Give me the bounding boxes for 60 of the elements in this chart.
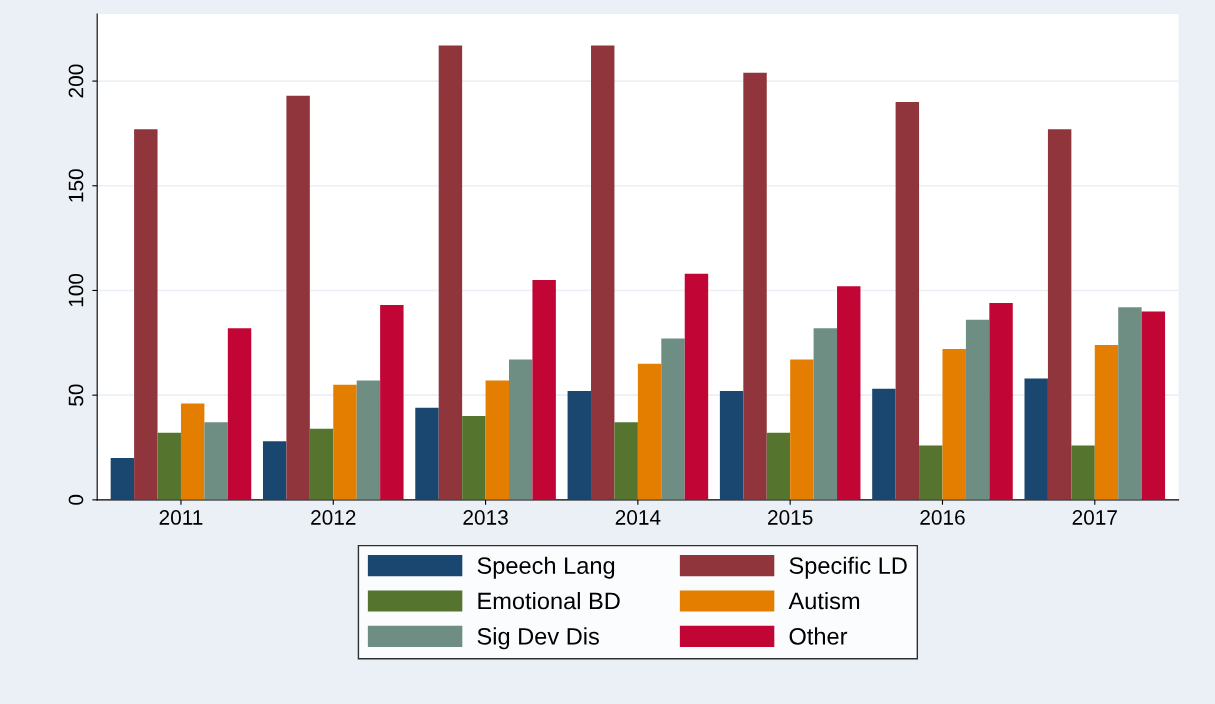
- bar: [509, 359, 533, 500]
- bar: [415, 407, 439, 500]
- bar: [356, 380, 381, 500]
- bar: [637, 363, 662, 500]
- bar: [157, 432, 181, 500]
- bar: [204, 422, 228, 500]
- bar: [591, 45, 615, 500]
- bar: [661, 338, 685, 500]
- bar: [110, 457, 135, 500]
- bar: [262, 441, 287, 500]
- bar: [743, 72, 767, 500]
- bar: [1024, 378, 1048, 500]
- bar: [532, 279, 556, 500]
- x-tick-label: 2014: [615, 510, 661, 525]
- bar: [286, 95, 310, 500]
- x-tick-label: 2016: [920, 510, 965, 525]
- bar: [1141, 311, 1166, 500]
- bar: [1047, 129, 1072, 500]
- bar: [766, 432, 791, 500]
- bar: [790, 359, 814, 500]
- bar: [1094, 344, 1119, 500]
- bar: [567, 390, 592, 500]
- bar: [227, 328, 252, 500]
- y-tick-label: 50: [68, 384, 84, 406]
- bar: [462, 416, 486, 500]
- bar: [813, 328, 838, 500]
- y-tick-label: 200: [68, 64, 84, 98]
- bar: [485, 380, 509, 500]
- x-tick-label: 2017: [1072, 510, 1117, 525]
- bar: [989, 303, 1013, 500]
- legend-label: Sig Dev Dis: [477, 627, 599, 650]
- bar: [895, 102, 920, 500]
- bar: [942, 349, 966, 500]
- x-tick-label: 2012: [311, 510, 356, 525]
- bar: [309, 428, 334, 500]
- x-tick-label: 2013: [463, 510, 508, 525]
- bar: [872, 388, 896, 500]
- bar: [965, 319, 990, 500]
- legend-label: Speech Lang: [477, 556, 615, 579]
- bar: [438, 45, 463, 500]
- y-tick-label: 100: [68, 273, 84, 307]
- bar: [180, 403, 205, 500]
- bar: [1118, 307, 1142, 500]
- legend-label: Autism: [788, 591, 860, 610]
- y-tick-label: 0: [68, 494, 84, 505]
- legend-label: Emotional BD: [478, 591, 620, 610]
- bar: [380, 305, 404, 500]
- bar: [614, 422, 638, 500]
- x-tick-label: 2011: [159, 510, 203, 525]
- bar: [333, 384, 357, 500]
- bar: [684, 273, 709, 500]
- y-tick-label: 150: [68, 169, 84, 202]
- bar: [719, 390, 744, 500]
- x-tick-label: 2015: [768, 510, 813, 525]
- bar: [1071, 445, 1095, 500]
- bar: [134, 129, 158, 500]
- bar: [919, 445, 943, 500]
- legend-label: Other: [789, 627, 848, 645]
- legend-label: Specific LD: [789, 556, 907, 579]
- bar: [837, 286, 861, 500]
